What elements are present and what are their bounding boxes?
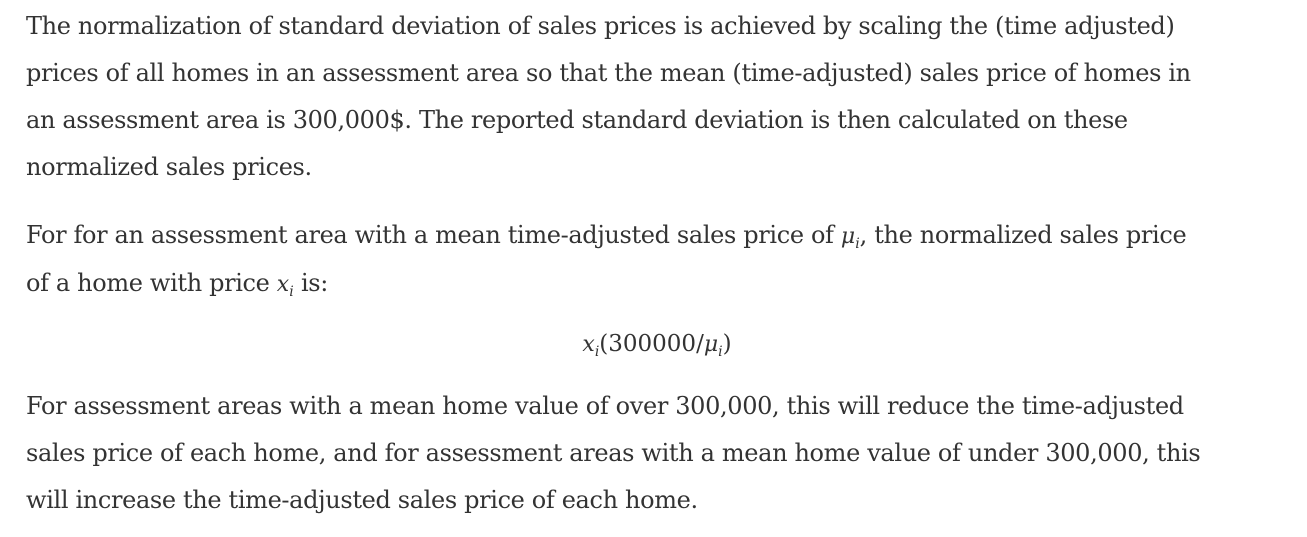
text-segment: of a home with price [26,269,277,297]
display-formula: xi(300000/μi) [26,322,1288,367]
math-symbol: μ [703,332,719,357]
math-subscript: i [855,236,860,252]
paragraph-line: prices of all homes in an assessment are… [26,59,1191,87]
paragraph-line: For assessment areas with a mean home va… [26,392,1184,420]
paragraph-line: normalized sales prices. [26,153,312,181]
math-mu-i: μi [703,332,723,360]
math-symbol: μ [840,224,856,249]
math-symbol: x [582,332,595,357]
paragraph-normalization-description: The normalization of standard deviation … [26,3,1191,191]
paragraph-line: The normalization of standard deviation … [26,12,1175,40]
math-subscript: i [289,284,294,300]
math-symbol: x [276,272,290,297]
math-subscript: i [594,344,600,360]
text-segment: is: [293,269,328,297]
math-x-i: xi [276,272,294,300]
paragraph-formula-intro: For for an assessment area with a mean t… [26,212,1187,308]
math-subscript: i [718,344,723,360]
paragraph-line: an assessment area is 300,000$. The repo… [26,106,1128,134]
formula-text: (300000/ [599,331,704,357]
formula-text: ) [722,331,732,357]
paragraph-line: will increase the time-adjusted sales pr… [26,486,698,514]
text-segment: , the normalized sales price [859,221,1187,249]
paragraph-line: For for an assessment area with a mean t… [26,212,1187,260]
text-segment: For for an assessment area with a mean t… [26,221,841,249]
math-x-i: xi [582,332,600,360]
paragraph-effect-description: For assessment areas with a mean home va… [26,383,1201,524]
paragraph-line: of a home with price xi is: [26,260,1186,308]
math-mu-i: μi [840,224,860,252]
paragraph-line: sales price of each home, and for assess… [26,439,1201,467]
